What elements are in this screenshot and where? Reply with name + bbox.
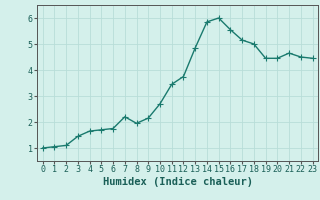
X-axis label: Humidex (Indice chaleur): Humidex (Indice chaleur) [103,177,252,187]
